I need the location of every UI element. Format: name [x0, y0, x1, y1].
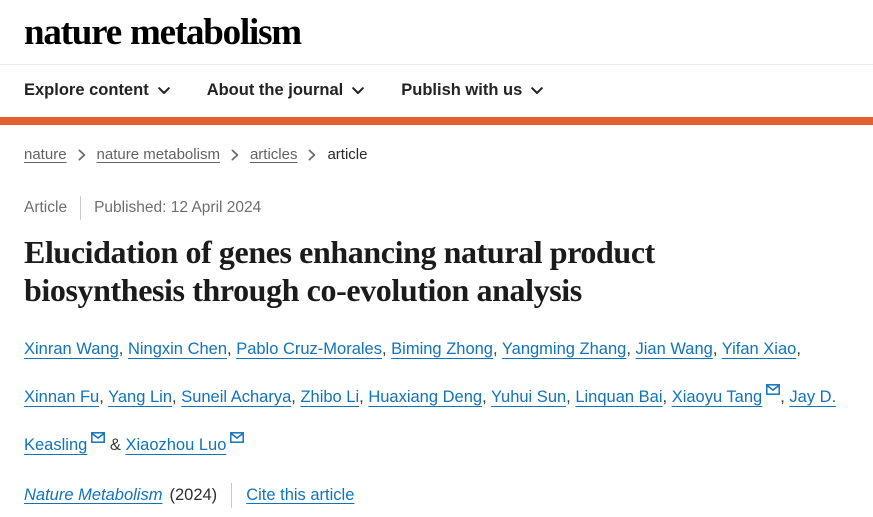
article-type-label: Article	[24, 198, 68, 216]
author-link[interactable]: Zhibo Li	[300, 387, 360, 406]
chevron-down-icon	[531, 87, 544, 95]
main-nav: Explore content About the journal Publis…	[0, 65, 873, 117]
article-title-line: biosynthesis through co-evolution analys…	[24, 272, 582, 309]
breadcrumb-item-nature-metabolism: nature metabolism	[97, 146, 239, 163]
author-link[interactable]: Yuhui Sun	[490, 387, 567, 406]
author-separator: ,	[227, 339, 237, 358]
author-separator: &	[105, 436, 126, 455]
author-link[interactable]: Xinran Wang	[24, 339, 119, 358]
author-separator: ,	[626, 339, 636, 358]
nav-item-label: Explore content	[24, 80, 149, 99]
author-link[interactable]: Pablo Cruz-Morales	[236, 339, 382, 358]
author-xinnan-fu: Xinnan Fu,	[24, 388, 108, 406]
nav-item-publish-with-us[interactable]: Publish with us	[401, 80, 544, 100]
header-divider	[0, 63, 873, 65]
email-icon[interactable]	[91, 429, 106, 447]
chevron-right-icon	[231, 149, 239, 161]
nav-item-label: About the journal	[206, 80, 344, 99]
breadcrumb-item-article: article	[327, 146, 367, 163]
journal-accent-bar	[0, 116, 873, 125]
breadcrumb-link[interactable]: nature metabolism	[96, 145, 220, 163]
author-link[interactable]: Yang Lin	[108, 387, 173, 406]
chevron-right-icon	[308, 149, 316, 161]
author-huaxiang-deng: Huaxiang Deng,	[368, 388, 491, 406]
author-xiaozhou-luo: Xiaozhou Luo	[125, 432, 245, 455]
author-jian-wang: Jian Wang,	[635, 340, 721, 358]
author-separator: ,	[566, 387, 576, 406]
author-yuhui-sun: Yuhui Sun,	[491, 388, 575, 406]
author-link[interactable]: Jian Wang	[635, 339, 713, 358]
author-separator: ,	[99, 387, 109, 406]
author-link[interactable]: Yangming Zhang	[501, 339, 627, 358]
cite-divider	[231, 482, 233, 508]
author-link[interactable]: Biming Zhong	[391, 339, 493, 358]
author-linquan-bai: Linquan Bai,	[575, 388, 671, 406]
author-yang-lin: Yang Lin,	[108, 388, 181, 406]
email-icon[interactable]	[230, 429, 245, 447]
logo-row: nature metabolism	[0, 0, 873, 58]
author-link[interactable]: Yifan Xiao	[721, 339, 797, 358]
author-ningxin-chen: Ningxin Chen,	[128, 340, 236, 358]
author-list: Xinran Wang, Ningxin Chen, Pablo Cruz-Mo…	[24, 329, 849, 467]
breadcrumb-item-articles: articles	[250, 146, 317, 163]
author-yangming-zhang: Yangming Zhang,	[502, 340, 636, 358]
author-link[interactable]: Xinnan Fu	[24, 387, 100, 406]
author-xiaoyu-tang: Xiaoyu Tang,	[671, 384, 790, 406]
chevron-right-icon	[78, 149, 85, 161]
author-link[interactable]: Ningxin Chen	[127, 339, 228, 358]
breadcrumb-link[interactable]: nature	[24, 145, 67, 163]
chevron-down-icon	[157, 87, 170, 95]
publication-year: (2024)	[169, 485, 218, 504]
author-xinran-wang: Xinran Wang,	[24, 340, 128, 358]
nav-item-explore-content[interactable]: Explore content	[24, 81, 170, 100]
author-separator: ,	[482, 387, 491, 406]
cite-this-article-link[interactable]: Cite this article	[246, 485, 355, 504]
author-link[interactable]: Jay D. Keasling	[24, 387, 837, 455]
author-separator: ,	[712, 339, 722, 358]
author-link[interactable]: Suneil Acharya	[181, 387, 292, 406]
author-link[interactable]: Huaxiang Deng	[368, 387, 483, 406]
chevron-down-icon	[352, 87, 365, 95]
article-title: Elucidation of genes enhancing natural p…	[24, 233, 849, 310]
author-link[interactable]: Xiaoyu Tang	[671, 387, 763, 406]
author-biming-zhong: Biming Zhong,	[391, 340, 502, 358]
author-suneil-acharya: Suneil Acharya,	[181, 388, 300, 406]
author-separator: ,	[780, 387, 790, 406]
author-pablo-cruz-morales: Pablo Cruz-Morales,	[236, 340, 391, 358]
author-separator: ,	[382, 339, 392, 358]
article-meta-row: Article Published: 12 April 2024	[24, 195, 849, 220]
author-separator: ,	[172, 387, 182, 406]
author-separator: ,	[359, 387, 369, 406]
meta-divider	[80, 195, 82, 220]
author-link[interactable]: Xiaozhou Luo	[125, 436, 227, 455]
author-zhibo-li: Zhibo Li,	[300, 388, 368, 406]
breadcrumb-link[interactable]: articles	[249, 145, 298, 163]
author-separator: ,	[796, 339, 801, 358]
journal-link[interactable]: Nature Metabolism	[24, 485, 163, 504]
author-separator: ,	[492, 339, 502, 358]
published-date: Published: 12 April 2024	[94, 198, 262, 216]
article-title-line: Elucidation of genes enhancing natural p…	[24, 233, 655, 270]
nav-item-label: Publish with us	[401, 80, 523, 99]
journal-masthead: nature metabolism Explore content About …	[0, 0, 873, 125]
author-separator: ,	[118, 339, 128, 358]
article-header: nature nature metabolism articles	[0, 146, 873, 508]
nav-item-about-the-journal[interactable]: About the journal	[207, 81, 365, 100]
citation-row: Nature Metabolism (2024) Cite this artic…	[24, 482, 849, 508]
author-separator: ,	[662, 387, 672, 406]
breadcrumb-item-nature: nature	[24, 146, 86, 163]
journal-logo[interactable]: nature metabolism	[24, 12, 302, 53]
email-icon[interactable]	[766, 381, 781, 399]
breadcrumb: nature nature metabolism articles	[24, 146, 849, 163]
author-jay-d-keasling: Jay D. Keasling &	[24, 388, 836, 454]
author-yifan-xiao: Yifan Xiao,	[722, 340, 801, 358]
author-separator: ,	[291, 387, 301, 406]
breadcrumb-current: article	[327, 145, 368, 163]
author-link[interactable]: Linquan Bai	[575, 387, 663, 406]
